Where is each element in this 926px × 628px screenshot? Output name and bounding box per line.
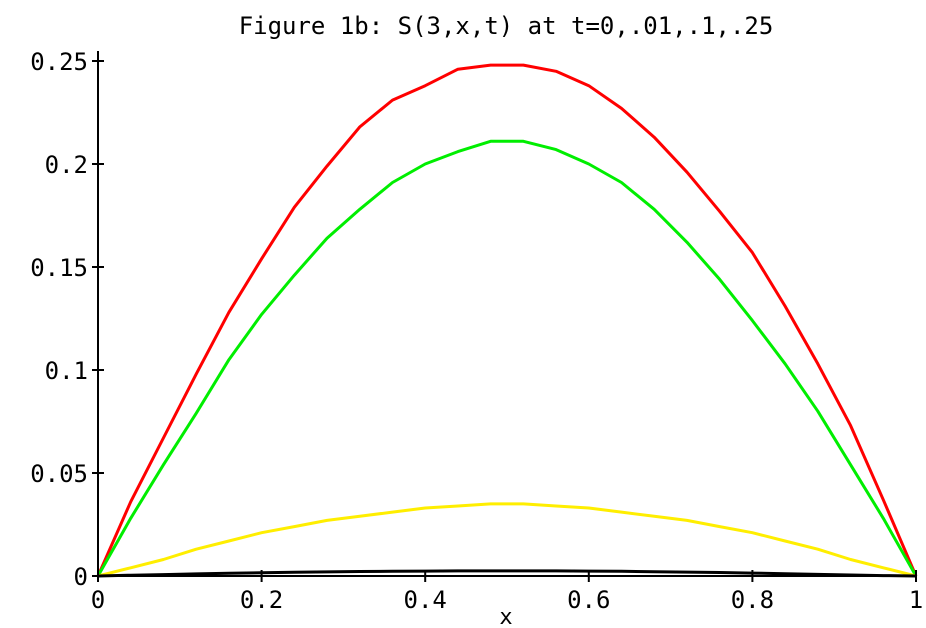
x-tick-label: 0.6 — [567, 586, 610, 614]
x-tick-label: 0 — [91, 586, 105, 614]
x-tick-label: 0.2 — [240, 586, 283, 614]
axes — [97, 51, 916, 577]
x-tick-label: 0.8 — [731, 586, 774, 614]
series-line-2 — [96, 139, 918, 577]
y-tick-label: 0.25 — [30, 48, 88, 76]
y-tick-label: 0 — [74, 563, 88, 591]
chart-title: Figure 1b: S(3,x,t) at t=0,.01,.1,.25 — [239, 12, 774, 40]
series-line-3 — [97, 502, 917, 578]
y-tick-label: 0.15 — [30, 254, 88, 282]
series-line-4 — [97, 569, 917, 578]
y-tick-label: 0.2 — [45, 151, 88, 179]
x-tick-label: 0.4 — [404, 586, 447, 614]
series-group — [96, 63, 918, 578]
x-tick-label: 1 — [909, 586, 923, 614]
x-axis-label: x — [499, 605, 512, 628]
y-tick-label: 0.05 — [30, 460, 88, 488]
y-tick-label: 0.1 — [45, 357, 88, 385]
ticks: 0 0.2 0.4 0.6 0.8 1 0 0.05 0.1 0.15 0.2 0.25 — [30, 48, 923, 614]
series-line-1 — [96, 63, 918, 577]
